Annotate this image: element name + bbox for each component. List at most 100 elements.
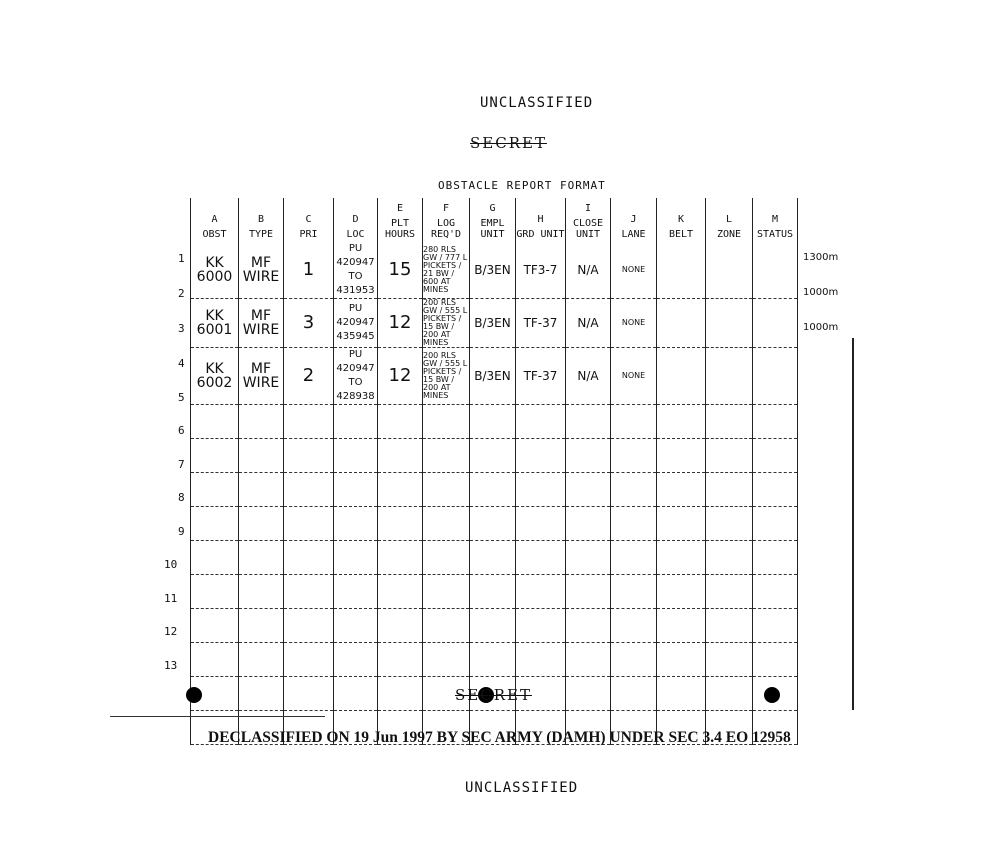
table-cell [515,676,566,711]
table-cell: 15 [377,242,423,299]
column-letter: L [725,214,733,225]
table-cell: 2 [283,347,334,405]
table-cell [469,472,516,507]
table-cell [283,404,334,439]
column-letter: F [442,203,450,214]
table-cell [422,506,470,541]
column-letter: J [630,214,637,225]
table-cell [656,642,706,677]
column-header: F LOG REQ'D [422,198,470,242]
table-cell [333,540,378,575]
table-cell [752,642,798,677]
table-cell [705,642,753,677]
table-row [190,642,798,677]
column-label: LOG REQ'D [430,218,462,240]
table-cell: MF WIRE [238,298,284,348]
table-cell [283,438,334,473]
column-header: L ZONE [705,198,753,242]
table-cell [752,540,798,575]
table-row [190,438,798,473]
table-cell [283,540,334,575]
table-cell [705,438,753,473]
column-label: PLT HOURS [384,218,416,240]
table-cell [656,347,706,405]
table-cell: PU 420947 TO 431953 [333,242,378,299]
column-header: H GRD UNIT [515,198,566,242]
table-cell [377,676,423,711]
table-cell [238,540,284,575]
table-cell [333,404,378,439]
table-cell [565,438,611,473]
table-row [190,608,798,643]
table-cell [238,574,284,609]
table-cell [656,404,706,439]
table-cell: N/A [565,347,611,405]
table-cell [283,472,334,507]
row-note: 1000m [803,322,839,333]
table-cell: 12 [377,347,423,405]
form-title: OBSTACLE REPORT FORMAT [438,179,606,192]
row-number: 11 [164,591,178,605]
table-cell [705,506,753,541]
table-cell: 3 [283,298,334,348]
table-cell [333,608,378,643]
column-letter: K [677,214,685,225]
column-label: OBST [202,229,227,240]
classification-top: SECRET [470,134,547,152]
table-cell [333,574,378,609]
table-cell: TF-37 [515,347,566,405]
table-cell [656,438,706,473]
table-cell [705,404,753,439]
row-number: 10 [164,558,178,571]
table-cell [422,472,470,507]
table-cell [656,540,706,575]
table-cell [190,642,239,677]
table-cell [705,608,753,643]
table-row [190,472,798,507]
table-cell: NONE [610,347,657,405]
table-cell: N/A [565,298,611,348]
table-cell [469,608,516,643]
row-number: 8 [178,491,185,504]
table-cell: TF3-7 [515,242,566,299]
table-cell [238,438,284,473]
table-cell: 12 [377,298,423,348]
marking-top: UNCLASSIFIED [480,95,594,111]
column-letter: E [396,203,404,214]
table-cell [705,574,753,609]
table-cell [705,676,753,711]
table-cell [422,540,470,575]
table-cell [752,404,798,439]
table-cell [283,608,334,643]
table-cell [656,574,706,609]
table-cell [515,574,566,609]
column-label: LANE [621,229,646,240]
table-cell [469,574,516,609]
table-cell [515,540,566,575]
table-row: KK 6002 MF WIRE 2 PU 420947 TO 428938 12 200 … [190,347,798,405]
table-cell [238,472,284,507]
row-number: 3 [178,322,185,335]
column-letter: G [489,203,496,214]
table-cell [705,472,753,507]
table-cell [469,540,516,575]
column-label: BELT [668,229,694,240]
column-header: C PRI [283,198,334,242]
table-cell [422,574,470,609]
table-cell: B/3EN [469,298,516,348]
table-cell [238,676,284,711]
column-header: J LANE [610,198,657,242]
table-cell [190,472,239,507]
table-cell [469,404,516,439]
table-cell [656,472,706,507]
table-cell: MF WIRE [238,347,284,405]
table-cell [190,608,239,643]
column-label: GRD UNIT [516,229,565,240]
table-row: KK 6001 MF WIRE 3 PU 420947 435945 12 200 RLS… [190,298,798,348]
table-cell [565,642,611,677]
table-cell [610,642,657,677]
table-cell: 200 RLS GW / 555 L PICKETS / 15 BW / 200… [422,347,470,405]
punch-hole [186,687,202,703]
column-header: K BELT [656,198,706,242]
